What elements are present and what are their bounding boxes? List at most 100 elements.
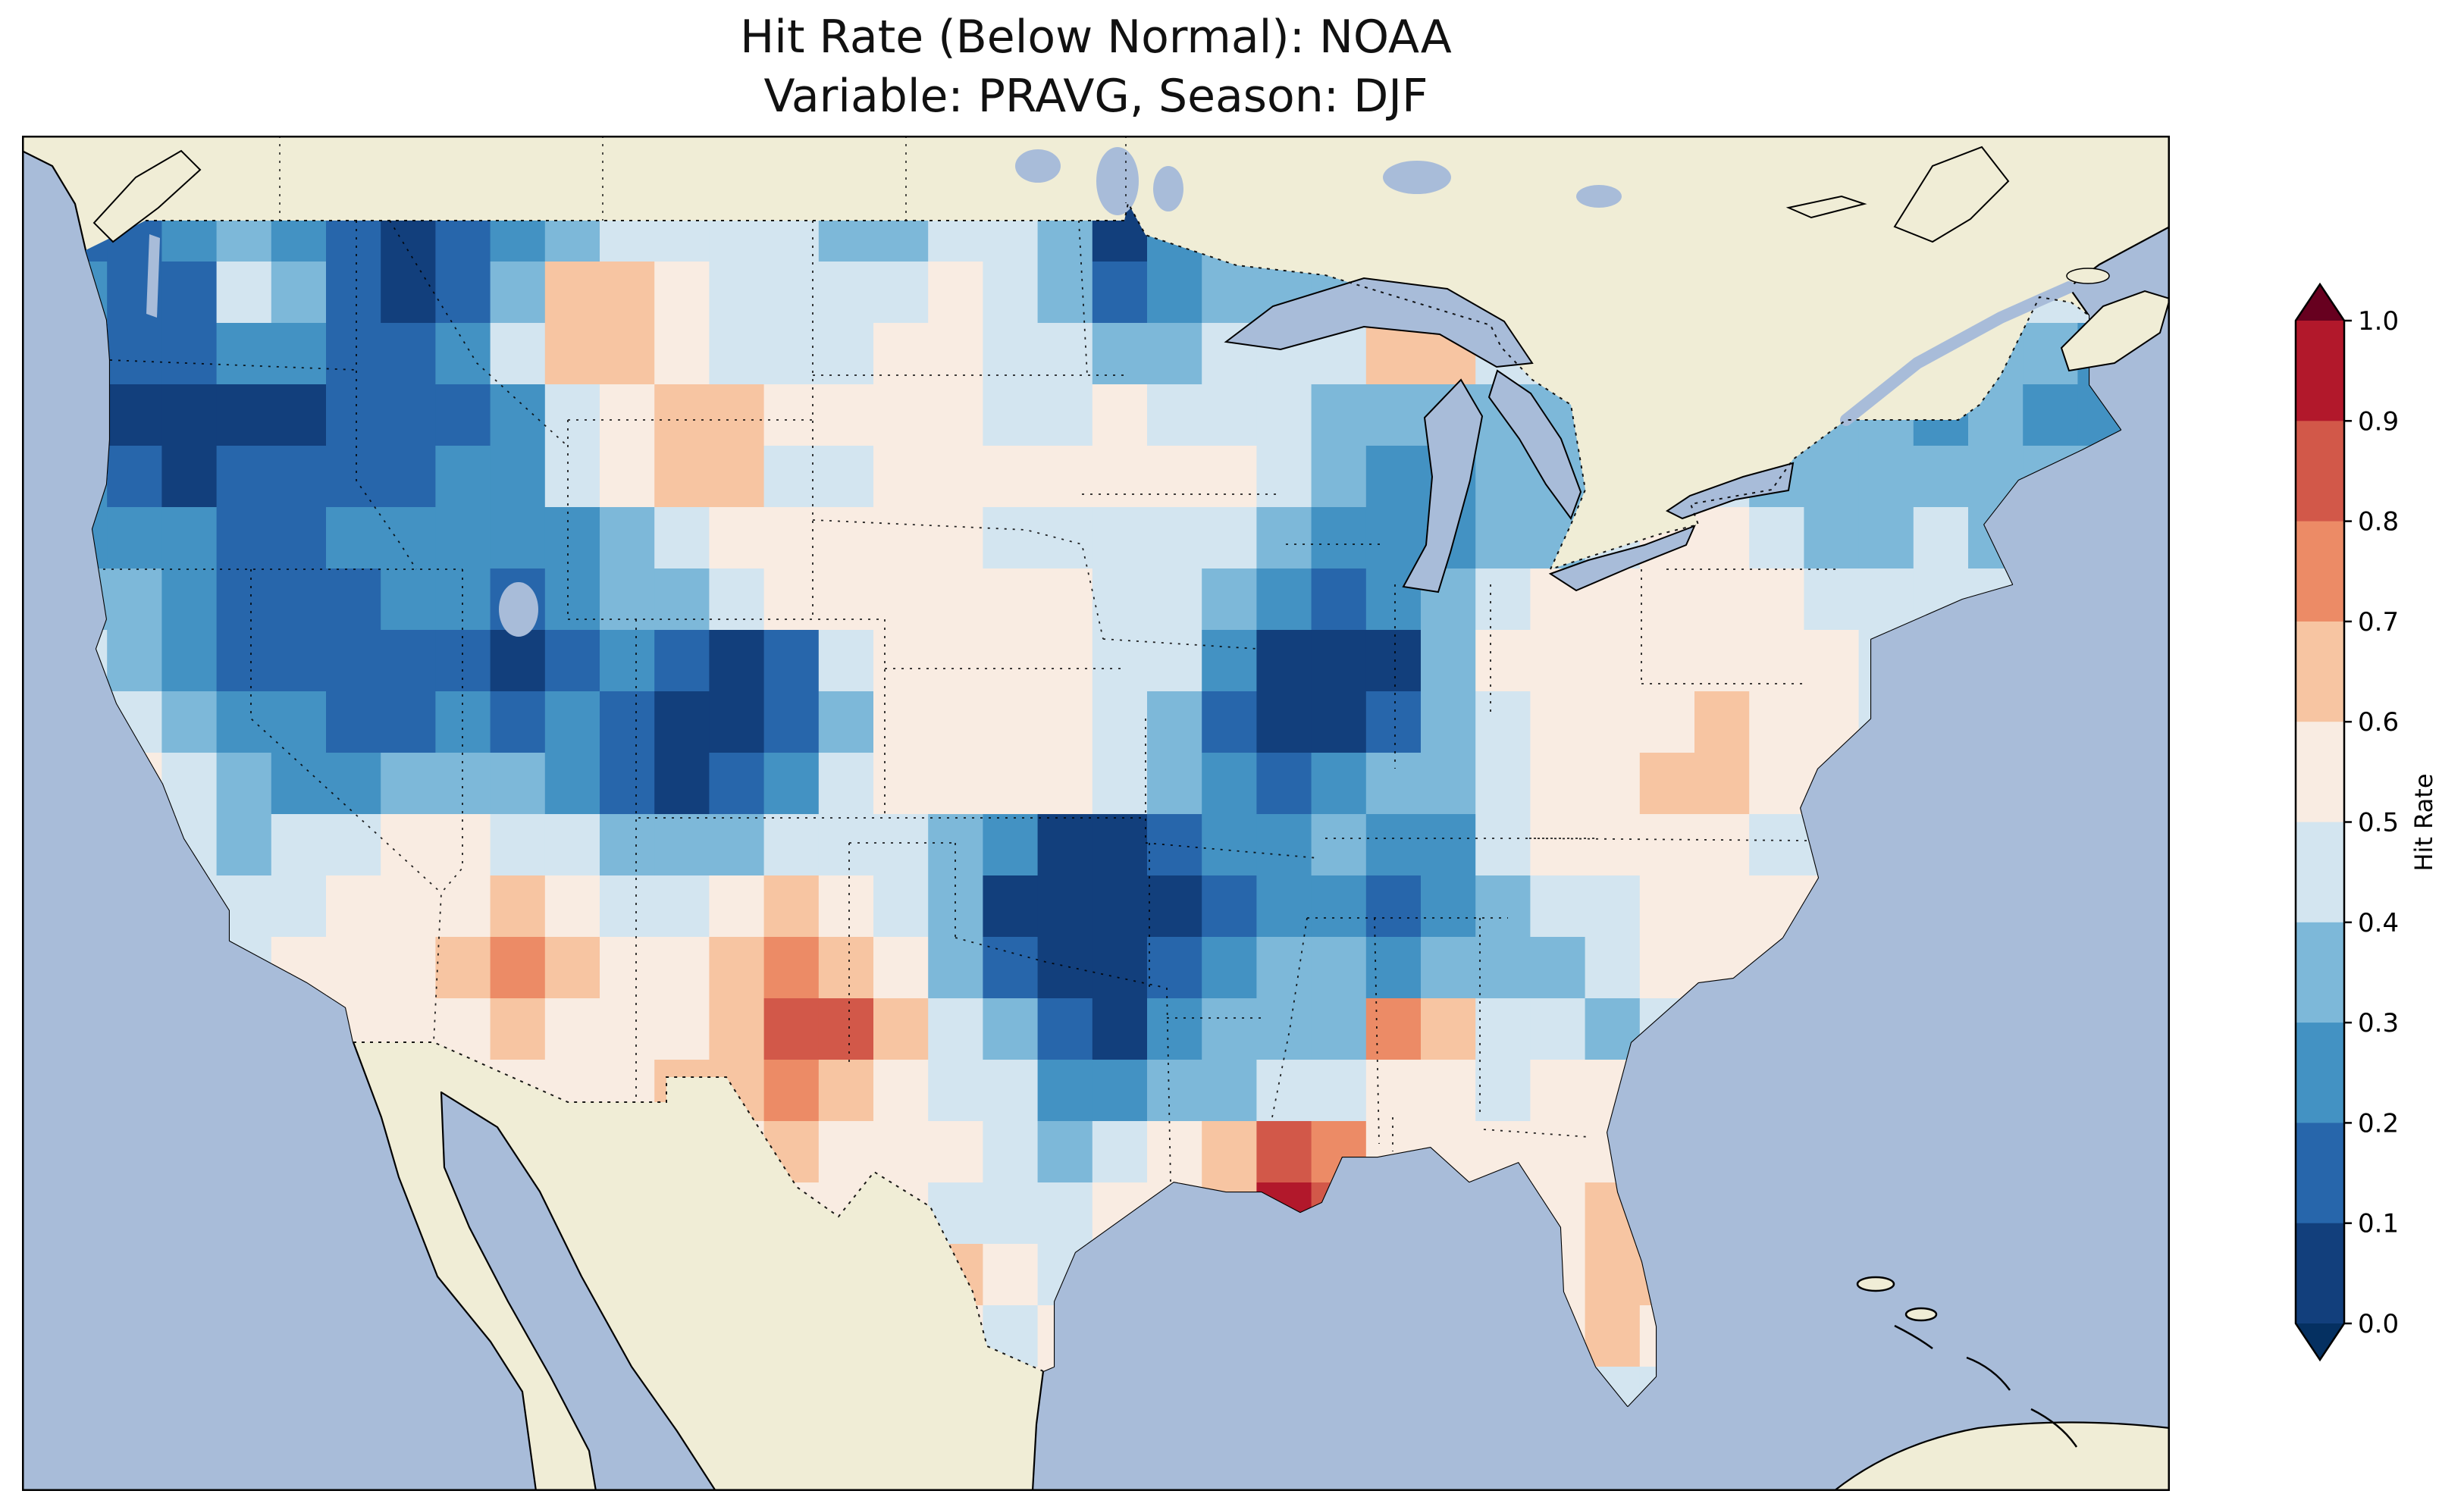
grid-cell — [654, 875, 710, 938]
grid-cell — [326, 814, 381, 876]
grid-cell — [763, 323, 820, 385]
grid-cell — [1037, 998, 1093, 1060]
grid-cell — [1365, 446, 1422, 508]
axes-spine — [21, 135, 2171, 1492]
grid-cell — [216, 753, 272, 815]
grid-cell — [1639, 630, 1695, 692]
grid-cell — [818, 262, 874, 324]
grid-cell — [1092, 814, 1148, 876]
grid-cell — [1147, 1060, 1202, 1122]
lake-michigan — [1402, 378, 1484, 594]
grid-cell — [709, 814, 765, 876]
grid-cell — [544, 998, 600, 1060]
grid-cell — [1256, 630, 1312, 692]
great-salt-lake — [499, 582, 538, 637]
grid-cell — [928, 568, 984, 631]
grid-cell — [271, 875, 327, 938]
grid-cell — [1256, 568, 1312, 631]
grid-cell — [873, 998, 929, 1060]
grid-cell — [1694, 814, 1750, 876]
grid-cell — [1202, 875, 1258, 938]
grid-cell — [107, 507, 163, 569]
figure-subtitle: Variable: PRAVG, Season: DJF — [763, 70, 1428, 123]
grid-cell — [1639, 875, 1695, 938]
grid-cell — [544, 753, 600, 815]
grid-cell — [544, 446, 600, 508]
colorbar-svg: 1.0 0.9 0.8 0.7 0.6 0.5 0.4 0.3 0.2 0.1 0.0 Hit Ra… — [2294, 282, 2438, 1362]
lake-erie — [1548, 525, 1696, 592]
grid-cell — [600, 323, 655, 385]
canada-border — [146, 201, 2089, 571]
grid-cell — [490, 814, 546, 876]
grid-cell — [763, 630, 820, 692]
lake-superior — [1224, 277, 1534, 368]
grid-cell — [271, 384, 327, 446]
grid-cell — [818, 384, 874, 446]
grid-cell — [216, 323, 272, 385]
grid-cell — [1037, 323, 1093, 385]
grid-cell — [1858, 507, 1914, 569]
grid-cell — [1147, 323, 1202, 385]
grid-cell — [435, 875, 491, 938]
grid-cell — [709, 875, 765, 938]
grid-cell — [600, 691, 655, 753]
grid-cell — [763, 814, 820, 876]
grid-cell — [983, 384, 1039, 446]
grid-cell — [107, 630, 163, 692]
grid-cell — [983, 753, 1039, 815]
colorbar-band — [2296, 321, 2344, 421]
grid-cell — [928, 446, 984, 508]
grid-cell — [1365, 753, 1422, 815]
grid-cell — [216, 262, 272, 324]
grid-cell — [1475, 446, 1531, 508]
grid-cell — [271, 568, 327, 631]
grid-cell — [544, 875, 600, 938]
grid-cell — [490, 262, 546, 324]
cuba — [1831, 1421, 2171, 1492]
grid-cell — [983, 691, 1039, 753]
grid-cell — [983, 1121, 1039, 1183]
grid-cell — [763, 875, 820, 938]
grid-cell — [381, 323, 437, 385]
grid-cell — [654, 384, 710, 446]
grid-cell — [763, 568, 820, 631]
grid-cell — [763, 691, 820, 753]
grid-cell — [928, 937, 984, 999]
grid-cell — [381, 446, 437, 508]
grid-cell — [216, 691, 272, 753]
grid-cell — [818, 691, 874, 753]
grid-cell — [1256, 384, 1312, 446]
grid-cell — [983, 1060, 1039, 1122]
grid-cell — [983, 1244, 1039, 1306]
grid-cell — [1639, 568, 1695, 631]
colorbar-tick-label: 0.8 — [2358, 507, 2399, 537]
grid-cell — [1092, 323, 1148, 385]
grid-cell — [1421, 1060, 1476, 1122]
canada-lakes — [499, 147, 1622, 637]
grid-cell — [544, 507, 600, 569]
bahamas-cay — [1894, 1324, 1933, 1350]
grid-cell — [1311, 937, 1367, 999]
grid-cell — [326, 323, 381, 385]
grid-cell — [1421, 753, 1476, 815]
grid-cell — [654, 507, 710, 569]
grid-cell — [1037, 446, 1093, 508]
grid-cell — [709, 323, 765, 385]
grid-cell — [1365, 384, 1422, 446]
grid-cell — [544, 630, 600, 692]
grid-cell — [1694, 507, 1750, 569]
grid-cell — [709, 753, 765, 815]
grid-cell — [1147, 814, 1202, 876]
grid-cell — [490, 875, 546, 938]
grid-cell — [1365, 323, 1422, 385]
lake-of-the-woods — [1015, 149, 1061, 183]
grid-cell — [326, 568, 381, 631]
grid-cell — [1256, 1121, 1312, 1183]
grid-cell — [1037, 875, 1093, 938]
map-axes — [20, 134, 2171, 1492]
grid-cell — [654, 262, 710, 324]
grid-cell — [161, 384, 218, 446]
colorbar-band — [2296, 722, 2344, 823]
grid-cell — [1530, 753, 1586, 815]
